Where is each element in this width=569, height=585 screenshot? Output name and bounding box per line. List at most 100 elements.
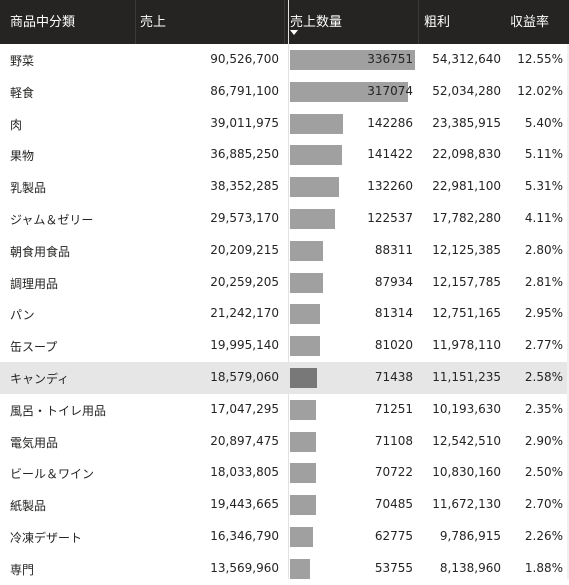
table-row[interactable]: 野菜 90,526,700 336751 54,312,640 12.55% xyxy=(0,44,569,76)
profit-cell: 10,193,630 xyxy=(432,401,501,416)
quantity-cell: 53755 xyxy=(374,560,413,575)
rate-cell: 2.81% xyxy=(524,274,563,289)
sales-cell: 20,209,215 xyxy=(210,242,279,257)
table-row[interactable]: 専門 13,569,960 53755 8,138,960 1.88% xyxy=(0,553,569,585)
category-cell: 乳製品 xyxy=(10,181,47,196)
quantity-bar xyxy=(290,399,316,420)
quantity-cell: 122537 xyxy=(367,211,413,225)
rate-cell: 2.50% xyxy=(524,465,563,480)
table-row[interactable]: ジャム＆ゼリー 29,573,170 122537 17,782,280 4.11% xyxy=(0,203,569,235)
quantity-bar xyxy=(290,463,316,484)
table-row[interactable]: キャンディ 18,579,060 71438 11,151,235 2.58% xyxy=(0,362,569,394)
category-cell: 専門 xyxy=(10,562,35,577)
sort-descending-icon[interactable] xyxy=(290,30,298,35)
rate-cell: 2.95% xyxy=(524,306,563,321)
table-body: 野菜 90,526,700 336751 54,312,640 12.55% 軽食 86,7… xyxy=(0,44,569,579)
category-cell: 果物 xyxy=(10,149,35,164)
quantity-bar xyxy=(290,209,335,229)
quantity-bar xyxy=(290,272,323,293)
sales-cell: 20,259,205 xyxy=(210,274,279,289)
rate-cell: 4.11% xyxy=(524,211,563,225)
table-row[interactable]: 冷凍デザート 16,346,790 62775 9,786,915 2.26% xyxy=(0,521,569,553)
table-row[interactable]: 風呂・トイレ用品 17,047,295 71251 10,193,630 2.35% xyxy=(0,394,569,426)
scrollbar-track[interactable] xyxy=(567,44,569,579)
profit-cell: 23,385,915 xyxy=(432,115,501,130)
quantity-cell: 141422 xyxy=(367,147,413,162)
quantity-cell: 87934 xyxy=(374,274,413,289)
category-cell: 野菜 xyxy=(10,54,35,68)
quantity-cell: 62775 xyxy=(374,529,413,543)
quantity-cell: 70722 xyxy=(374,465,413,480)
profit-cell: 22,098,830 xyxy=(432,147,501,162)
sales-cell: 16,346,790 xyxy=(210,529,279,543)
category-cell: ビール＆ワイン xyxy=(10,467,95,482)
table-row[interactable]: 肉 39,011,975 142286 23,385,915 5.40% xyxy=(0,108,569,140)
category-cell: 風呂・トイレ用品 xyxy=(10,403,107,418)
column-header-sales[interactable]: 売上 xyxy=(140,15,167,30)
rate-cell: 2.58% xyxy=(524,370,563,384)
table-row[interactable]: ビール＆ワイン 18,033,805 70722 10,830,160 2.50% xyxy=(0,457,569,489)
column-divider[interactable] xyxy=(418,0,419,44)
column-divider-line xyxy=(288,0,289,579)
sales-cell: 36,885,250 xyxy=(210,147,279,162)
table-row[interactable]: 調理用品 20,259,205 87934 12,157,785 2.81% xyxy=(0,267,569,299)
column-header-rate[interactable]: 収益率 xyxy=(510,15,550,30)
category-cell: 朝食用食品 xyxy=(10,244,71,259)
table-row[interactable]: 電気用品 20,897,475 71108 12,542,510 2.90% xyxy=(0,426,569,458)
sales-cell: 21,242,170 xyxy=(210,306,279,321)
profit-cell: 54,312,640 xyxy=(432,52,501,66)
sales-cell: 39,011,975 xyxy=(210,115,279,130)
table-row[interactable]: 果物 36,885,250 141422 22,098,830 5.11% xyxy=(0,139,569,171)
rate-cell: 1.88% xyxy=(524,560,563,575)
sales-cell: 19,995,140 xyxy=(210,338,279,353)
category-cell: 缶スープ xyxy=(10,340,58,355)
profit-cell: 11,978,110 xyxy=(432,338,501,353)
category-cell: パン xyxy=(10,308,35,323)
rate-cell: 2.35% xyxy=(524,401,563,416)
profit-cell: 9,786,915 xyxy=(439,529,501,543)
quantity-bar xyxy=(290,145,342,166)
table-row[interactable]: 軽食 86,791,100 317074 52,034,280 12.02% xyxy=(0,76,569,108)
sales-cell: 38,352,285 xyxy=(210,179,279,194)
column-header-quantity[interactable]: 売上数量 xyxy=(290,15,343,30)
rate-cell: 2.26% xyxy=(524,529,563,543)
quantity-cell: 70485 xyxy=(374,497,413,512)
table-row[interactable]: 朝食用食品 20,209,215 88311 12,125,385 2.80% xyxy=(0,235,569,267)
quantity-cell: 142286 xyxy=(367,115,413,130)
rate-cell: 12.55% xyxy=(517,52,563,66)
table-header: 商品中分類 売上 売上数量 粗利 収益率 xyxy=(0,0,569,44)
sales-cell: 86,791,100 xyxy=(210,83,279,98)
sales-cell: 20,897,475 xyxy=(210,433,279,448)
quantity-bar xyxy=(290,113,343,134)
quantity-cell: 336751 xyxy=(367,52,413,66)
table-row[interactable]: パン 21,242,170 81314 12,751,165 2.95% xyxy=(0,298,569,330)
column-divider[interactable] xyxy=(135,0,136,44)
quantity-cell: 71438 xyxy=(374,370,413,384)
profit-cell: 12,751,165 xyxy=(432,306,501,321)
quantity-bar xyxy=(290,527,313,547)
rate-cell: 5.11% xyxy=(524,147,563,162)
profit-cell: 8,138,960 xyxy=(439,560,501,575)
quantity-cell: 71108 xyxy=(374,433,413,448)
table-row[interactable]: 紙製品 19,443,665 70485 11,672,130 2.70% xyxy=(0,489,569,521)
quantity-cell: 81020 xyxy=(374,338,413,353)
quantity-bar xyxy=(290,304,320,325)
table-row[interactable]: 乳製品 38,352,285 132260 22,981,100 5.31% xyxy=(0,171,569,203)
table-row[interactable]: 缶スープ 19,995,140 81020 11,978,110 2.77% xyxy=(0,330,569,362)
sales-cell: 90,526,700 xyxy=(210,52,279,66)
rate-cell: 5.31% xyxy=(524,179,563,194)
quantity-cell: 88311 xyxy=(374,242,413,257)
column-header-category[interactable]: 商品中分類 xyxy=(10,15,76,30)
quantity-bar xyxy=(290,368,317,388)
quantity-bar xyxy=(290,431,316,452)
quantity-cell: 81314 xyxy=(374,306,413,321)
column-header-profit[interactable]: 粗利 xyxy=(424,15,451,30)
profit-cell: 10,830,160 xyxy=(432,465,501,480)
quantity-bar xyxy=(290,495,316,516)
profit-cell: 12,125,385 xyxy=(432,242,501,257)
profit-cell: 22,981,100 xyxy=(432,179,501,194)
column-divider[interactable] xyxy=(284,0,285,44)
quantity-cell: 317074 xyxy=(367,83,413,98)
profit-cell: 52,034,280 xyxy=(432,83,501,98)
